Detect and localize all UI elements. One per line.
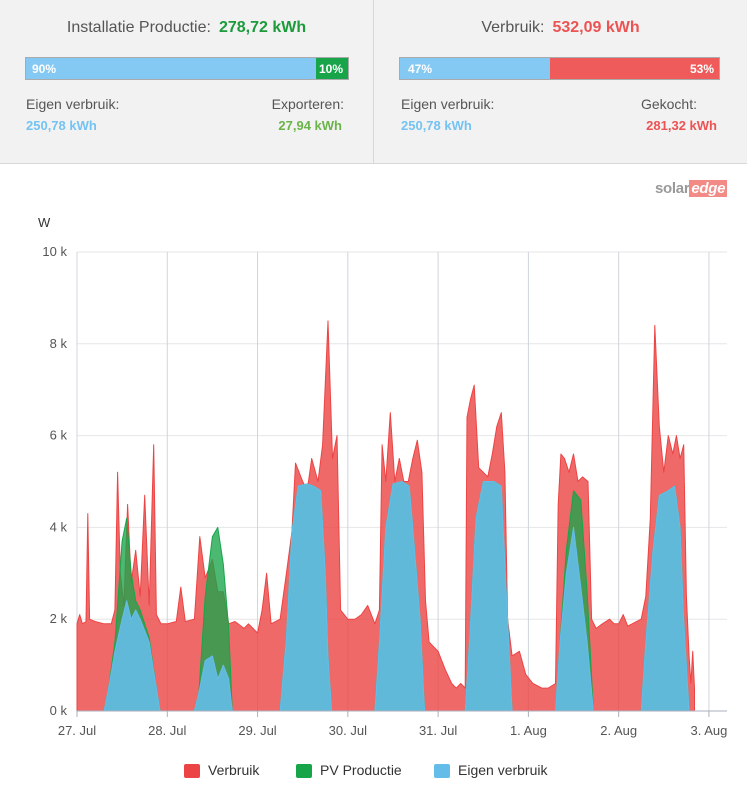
y-tick-label: 10 k [42, 244, 67, 259]
legend-label-eigen-verbruik: Eigen verbruik [458, 762, 548, 778]
logo-text-edge: edge [689, 180, 728, 197]
consumption-self-segment [400, 58, 550, 79]
legend-label-pv-productie: PV Productie [320, 762, 402, 778]
y-tick-label: 2 k [50, 611, 68, 626]
consumption-self-percent: 47% [408, 62, 433, 76]
production-split-bar: 90% 10% [25, 57, 349, 80]
production-panel: Installatie Productie: 278,72 kWh 90% 10%… [0, 0, 374, 163]
consumption-title-label: Verbruik: [481, 19, 545, 36]
solaredge-logo: solar edge [655, 180, 728, 197]
x-tick-label: 2. Aug [600, 723, 637, 738]
production-title-label: Installatie Productie: [66, 19, 211, 36]
x-tick-label: 28. Jul [148, 723, 186, 738]
chart-legend: Verbruik PV Productie Eigen verbruik [0, 762, 747, 782]
x-tick-label: 27. Jul [58, 723, 96, 738]
series-area-verbruik [76, 320, 695, 712]
summary-header: Installatie Productie: 278,72 kWh 90% 10%… [0, 0, 747, 164]
consumption-total-value: 532,09 kWh [552, 19, 640, 36]
consumption-panel: Verbruik: 532,09 kWh 47% 53% Eigen verbru… [374, 0, 747, 163]
logo-text-solar: solar [655, 180, 690, 197]
consumption-title: Verbruik: 532,09 kWh [374, 19, 747, 37]
production-export-value: 27,94 kWh [278, 118, 342, 133]
legend-swatch-verbruik [184, 764, 200, 778]
production-export-percent: 10% [318, 62, 343, 76]
y-tick-label: 8 k [50, 336, 68, 351]
x-tick-label: 31. Jul [419, 723, 457, 738]
legend-label-verbruik: Verbruik [208, 762, 260, 778]
y-tick-label: 6 k [50, 428, 68, 443]
x-tick-label: 30. Jul [329, 723, 367, 738]
consumption-bought-value: 281,32 kWh [646, 118, 717, 133]
y-tick-label: 4 k [50, 519, 68, 534]
y-axis-label: W [38, 215, 51, 230]
production-self-value: 250,78 kWh [26, 118, 97, 133]
production-export-segment [315, 58, 348, 79]
production-title: Installatie Productie: 278,72 kWh [0, 19, 373, 37]
production-self-percent: 90% [32, 62, 57, 76]
consumption-split-bar: 47% 53% [399, 57, 720, 80]
consumption-bought-label: Gekocht: [640, 96, 697, 112]
x-tick-label: 3. Aug [691, 723, 728, 738]
power-chart: 0 k 2 k 4 k 6 k 8 k 10 k 27. Jul 28. Jul 29. Jul… [38, 215, 728, 738]
x-tick-label: 1. Aug [510, 723, 547, 738]
consumption-self-value: 250,78 kWh [401, 118, 472, 133]
consumption-bought-segment [549, 58, 719, 79]
production-self-label: Eigen verbruik: [26, 96, 120, 112]
legend-swatch-pv-productie [296, 764, 312, 778]
x-tick-label: 29. Jul [238, 723, 276, 738]
production-total-value: 278,72 kWh [218, 19, 307, 36]
consumption-bought-percent: 53% [689, 62, 714, 76]
legend-swatch-eigen-verbruik [434, 764, 450, 778]
production-export-label: Exporteren: [271, 96, 344, 112]
production-self-segment [26, 58, 316, 79]
y-tick-label: 0 k [50, 703, 68, 718]
consumption-self-label: Eigen verbruik: [401, 96, 495, 112]
